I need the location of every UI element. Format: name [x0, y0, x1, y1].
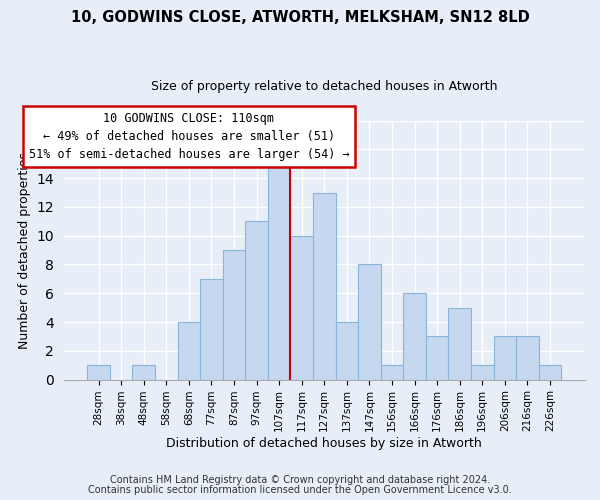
Bar [539, 365, 561, 380]
Text: 10, GODWINS CLOSE, ATWORTH, MELKSHAM, SN12 8LD: 10, GODWINS CLOSE, ATWORTH, MELKSHAM, SN… [71, 10, 529, 25]
Text: Contains HM Land Registry data © Crown copyright and database right 2024.: Contains HM Land Registry data © Crown c… [110, 475, 490, 485]
Bar [335, 322, 358, 380]
Bar [313, 192, 335, 380]
Bar [494, 336, 516, 380]
Bar [426, 336, 448, 380]
Bar [245, 222, 268, 380]
Bar [200, 279, 223, 380]
Bar [516, 336, 539, 380]
Title: Size of property relative to detached houses in Atworth: Size of property relative to detached ho… [151, 80, 497, 93]
Bar [448, 308, 471, 380]
Text: Contains public sector information licensed under the Open Government Licence v3: Contains public sector information licen… [88, 485, 512, 495]
Bar [268, 164, 290, 380]
Bar [223, 250, 245, 380]
Bar [358, 264, 381, 380]
Bar [87, 365, 110, 380]
Y-axis label: Number of detached properties: Number of detached properties [17, 152, 31, 348]
X-axis label: Distribution of detached houses by size in Atworth: Distribution of detached houses by size … [166, 437, 482, 450]
Bar [471, 365, 494, 380]
Bar [403, 293, 426, 380]
Bar [178, 322, 200, 380]
Bar [290, 236, 313, 380]
Bar [381, 365, 403, 380]
Text: 10 GODWINS CLOSE: 110sqm
← 49% of detached houses are smaller (51)
51% of semi-d: 10 GODWINS CLOSE: 110sqm ← 49% of detach… [29, 112, 349, 161]
Bar [133, 365, 155, 380]
